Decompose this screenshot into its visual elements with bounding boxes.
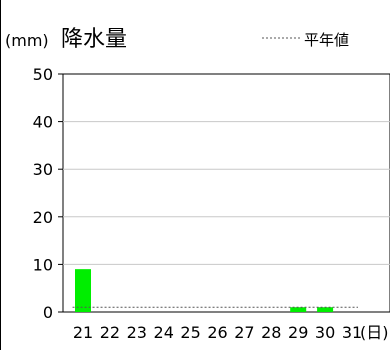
bar-29 bbox=[290, 307, 307, 312]
y-tick-labels: 0 10 20 30 40 50 bbox=[33, 65, 63, 322]
chart-title: 降水量 bbox=[61, 27, 127, 52]
y-tick-label-30: 30 bbox=[33, 160, 53, 179]
x-tick-label-21: 21 bbox=[73, 323, 93, 342]
x-tick-label-22: 22 bbox=[100, 323, 120, 342]
x-tick-labels: 21 22 23 24 25 26 27 28 29 30 31 bbox=[73, 323, 362, 342]
unit-label: (mm) bbox=[5, 31, 49, 50]
bar-21 bbox=[75, 269, 91, 312]
y-tick-label-50: 50 bbox=[33, 65, 53, 84]
y-tick-label-0: 0 bbox=[43, 303, 53, 322]
y-tick-label-20: 20 bbox=[33, 208, 53, 227]
x-tick-label-31: 31 bbox=[342, 323, 362, 342]
x-tick-label-24: 24 bbox=[154, 323, 174, 342]
y-tick-label-10: 10 bbox=[33, 255, 53, 274]
plot-frame bbox=[62, 73, 390, 313]
bars bbox=[75, 269, 334, 312]
x-tick-label-23: 23 bbox=[127, 323, 147, 342]
bar-30 bbox=[317, 307, 334, 312]
x-unit-label: (日) bbox=[360, 323, 389, 342]
x-tick-label-26: 26 bbox=[207, 323, 227, 342]
x-tick-label-29: 29 bbox=[288, 323, 308, 342]
x-tick-label-27: 27 bbox=[234, 323, 254, 342]
y-tick-label-40: 40 bbox=[33, 113, 53, 132]
x-tick-label-28: 28 bbox=[261, 323, 281, 342]
x-tick-label-30: 30 bbox=[315, 323, 335, 342]
legend-normal-label: 平年値 bbox=[304, 31, 349, 49]
x-tick-label-25: 25 bbox=[180, 323, 200, 342]
grid-lines bbox=[63, 121, 390, 265]
